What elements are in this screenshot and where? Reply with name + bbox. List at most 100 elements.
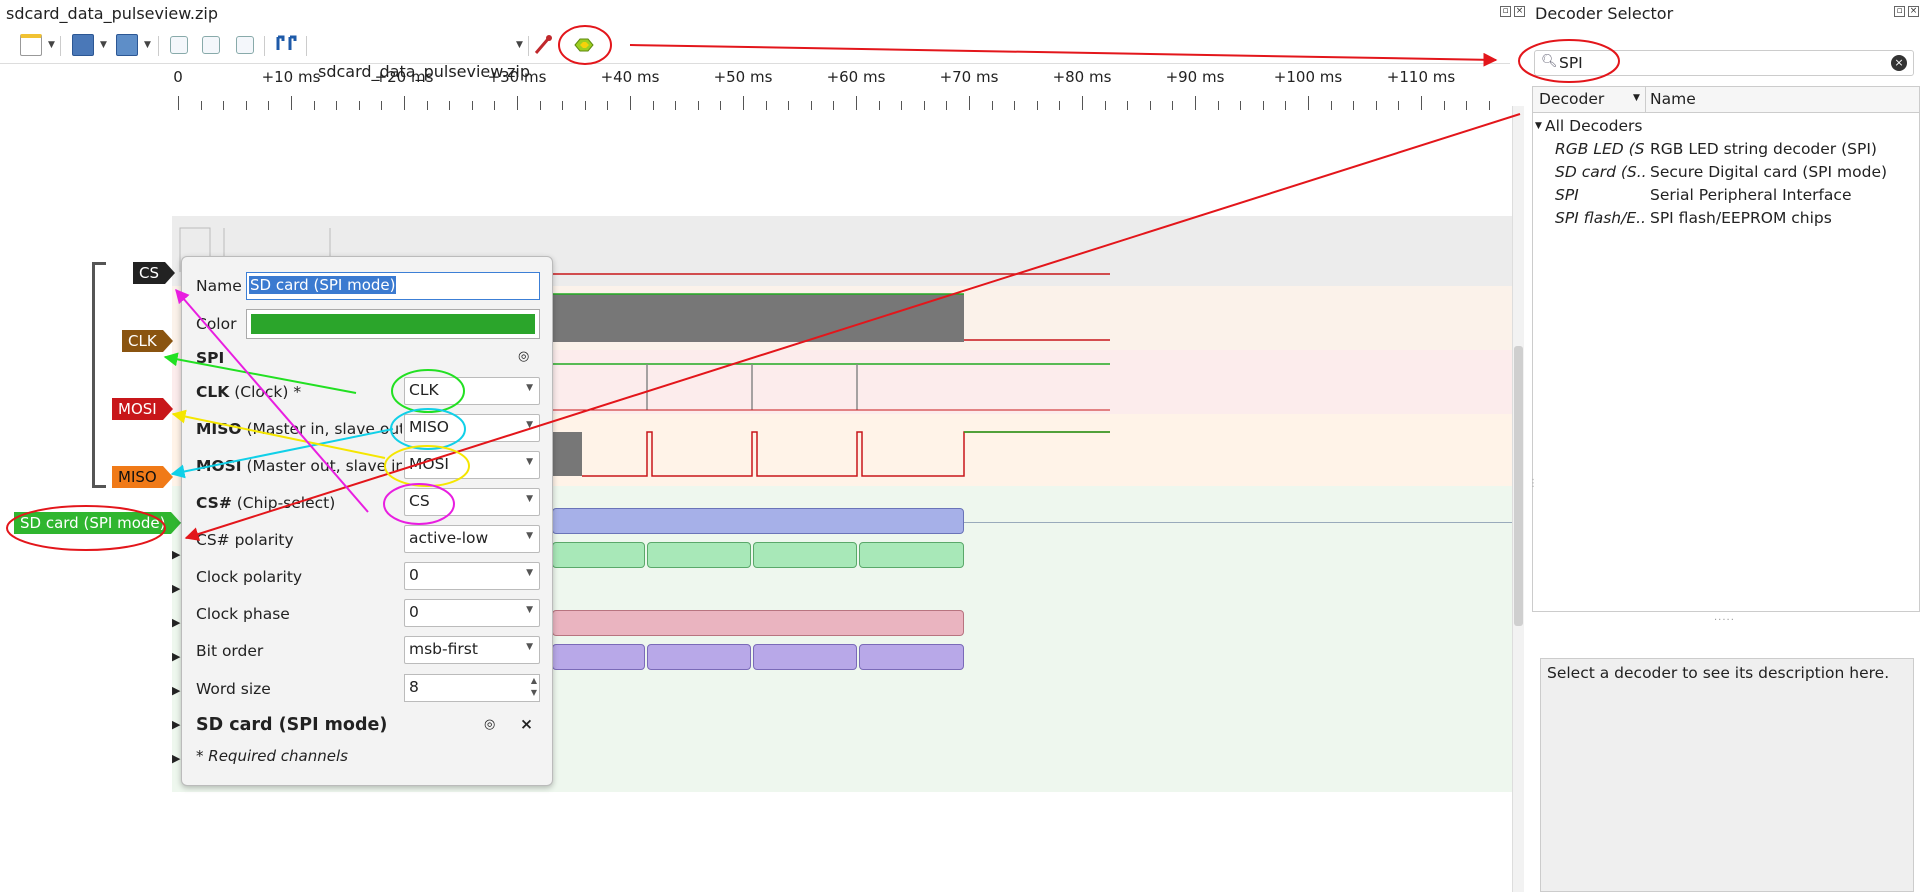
decoder-search-input[interactable]: 🔍︎ SPI × bbox=[1534, 50, 1914, 76]
annotation-bar[interactable] bbox=[552, 508, 964, 534]
ruler-tick bbox=[765, 101, 767, 110]
signal-label-miso[interactable]: MISO bbox=[112, 466, 173, 488]
ruler-tick-label: +80 ms bbox=[1052, 68, 1112, 86]
chevron-down-icon: ▼ bbox=[526, 383, 533, 393]
expand-icon[interactable]: ▶ bbox=[172, 752, 181, 765]
scroll-thumb[interactable] bbox=[1514, 346, 1523, 626]
probe-icon bbox=[534, 35, 552, 54]
ruler-tick-label: +100 ms bbox=[1273, 68, 1343, 86]
ruler-tick bbox=[1127, 101, 1129, 110]
save-button[interactable] bbox=[116, 34, 138, 58]
chevron-down-icon[interactable]: ▼ bbox=[144, 40, 151, 50]
annotation-bar[interactable] bbox=[753, 542, 857, 568]
ruler-tick bbox=[1330, 101, 1332, 110]
remove-decoder-icon[interactable]: × bbox=[520, 715, 533, 733]
cursor-icon bbox=[276, 35, 297, 50]
decoder-row[interactable]: SPI flash/E... SPI flash/EEPROM chips bbox=[1555, 209, 1832, 227]
zoom-in-button[interactable] bbox=[170, 34, 188, 58]
decoder-trace-label[interactable]: SD card (SPI mode) bbox=[14, 512, 183, 534]
ruler-tick bbox=[381, 101, 383, 110]
sort-arrow-icon: ▼ bbox=[1633, 93, 1640, 103]
zoom-fit-button[interactable] bbox=[236, 34, 254, 58]
eye-icon[interactable]: ◎ bbox=[518, 349, 530, 364]
clear-search-icon[interactable]: × bbox=[1891, 55, 1907, 71]
float-icon[interactable]: ▫ bbox=[1500, 6, 1511, 17]
signal-label-cs[interactable]: CS bbox=[133, 262, 175, 284]
annotation-bar[interactable] bbox=[647, 644, 751, 670]
expand-icon[interactable]: ▶ bbox=[172, 548, 181, 561]
mosi-select[interactable]: MOSI ▼ bbox=[404, 451, 540, 479]
cs-select[interactable]: CS ▼ bbox=[404, 488, 540, 516]
probe-button[interactable] bbox=[532, 34, 554, 58]
section-spi: SPI bbox=[196, 349, 225, 367]
ruler-tick-label: +90 ms bbox=[1165, 68, 1225, 86]
session-selector[interactable]: sdcard_data_pulseview.zip bbox=[318, 62, 530, 81]
annotation-bar[interactable] bbox=[753, 644, 857, 670]
clock-polarity-select[interactable]: 0 ▼ bbox=[404, 562, 540, 590]
clock-polarity-label: Clock polarity bbox=[196, 568, 303, 586]
expand-icon[interactable]: ▶ bbox=[172, 684, 181, 697]
dock-splitter[interactable]: ⋮ bbox=[1528, 478, 1538, 489]
close-icon[interactable]: × bbox=[1514, 6, 1525, 17]
annotation-bar[interactable] bbox=[647, 542, 751, 568]
time-ruler[interactable]: 0 +10 ms +20 ms +30 ms +40 ms +50 ms +60 ms +70… bbox=[172, 66, 1512, 112]
ruler-tick bbox=[923, 101, 925, 110]
ruler-tick bbox=[1014, 101, 1016, 110]
decoder-tree[interactable]: Decoder ▼ Name ▼ All Decoders RGB LED (S… bbox=[1532, 86, 1920, 612]
ruler-tick bbox=[1443, 101, 1445, 110]
cs-polarity-select[interactable]: active-low ▼ bbox=[404, 525, 540, 553]
word-size-label: Word size bbox=[196, 680, 271, 698]
main-dock-buttons: ▫ × bbox=[1500, 6, 1525, 17]
color-picker[interactable] bbox=[246, 309, 540, 339]
ruler-tick bbox=[313, 101, 315, 110]
vertical-scrollbar[interactable] bbox=[1512, 106, 1524, 892]
expand-icon[interactable]: ▶ bbox=[172, 718, 181, 731]
bit-order-label: Bit order bbox=[196, 642, 264, 660]
open-icon bbox=[72, 34, 94, 56]
annotation-bar[interactable] bbox=[552, 644, 645, 670]
ruler-tick bbox=[652, 101, 654, 110]
zoom-out-button[interactable] bbox=[202, 34, 220, 58]
annotation-bar[interactable] bbox=[552, 610, 964, 636]
tree-header: Decoder ▼ Name bbox=[1533, 87, 1919, 113]
chevron-down-icon: ▼ bbox=[526, 531, 533, 541]
bit-order-select[interactable]: msb-first ▼ bbox=[404, 636, 540, 664]
decoder-selector-title: Decoder Selector bbox=[1535, 4, 1674, 23]
chevron-down-icon[interactable]: ▼ bbox=[100, 40, 107, 50]
expand-icon[interactable]: ▶ bbox=[172, 650, 181, 663]
column-name[interactable]: Name bbox=[1650, 90, 1696, 108]
eye-icon[interactable]: ◎ bbox=[484, 717, 496, 732]
expand-icon[interactable]: ▶ bbox=[172, 582, 181, 595]
decoder-row[interactable]: SD card (S... Secure Digital card (SPI mo… bbox=[1555, 163, 1888, 181]
decoder-name-value: SD card (SPI mode) bbox=[249, 276, 397, 294]
signal-label-mosi[interactable]: MOSI bbox=[112, 398, 173, 420]
clock-phase-select[interactable]: 0 ▼ bbox=[404, 599, 540, 627]
splitter-handle[interactable]: ····· bbox=[1714, 615, 1735, 626]
close-icon[interactable]: × bbox=[1908, 6, 1919, 17]
chevron-down-icon[interactable]: ▼ bbox=[516, 40, 523, 50]
new-session-button[interactable] bbox=[20, 34, 42, 58]
annotation-bar[interactable] bbox=[859, 644, 964, 670]
mosi-label: MOSI (Master out, slave in) bbox=[196, 457, 402, 475]
float-icon[interactable]: ▫ bbox=[1894, 6, 1905, 17]
clk-select[interactable]: CLK ▼ bbox=[404, 377, 540, 405]
decoder-row[interactable]: RGB LED (S...RGB LED string decoder (SPI… bbox=[1555, 140, 1877, 158]
ruler-tick bbox=[675, 101, 677, 110]
chevron-down-icon[interactable]: ▼ bbox=[48, 40, 55, 50]
decoder-row[interactable]: SPI Serial Peripheral Interface bbox=[1555, 186, 1852, 204]
miso-select[interactable]: MISO ▼ bbox=[404, 414, 540, 442]
ruler-tick bbox=[584, 101, 586, 110]
cursor-button[interactable] bbox=[274, 34, 298, 58]
ruler-tick bbox=[494, 101, 496, 110]
word-size-spinbox[interactable]: 8 ▲ ▼ bbox=[404, 674, 540, 702]
chevron-down-icon[interactable]: ▼ bbox=[1535, 121, 1542, 131]
open-button[interactable] bbox=[72, 34, 94, 58]
add-decoder-button[interactable] bbox=[572, 34, 596, 58]
signal-label-clk[interactable]: CLK bbox=[122, 330, 173, 352]
decoder-name-input[interactable]: SD card (SPI mode) bbox=[246, 272, 540, 300]
expand-icon[interactable]: ▶ bbox=[172, 616, 181, 629]
annotation-bar[interactable] bbox=[552, 542, 645, 568]
column-decoder[interactable]: Decoder bbox=[1539, 90, 1605, 108]
annotation-bar[interactable] bbox=[859, 542, 964, 568]
